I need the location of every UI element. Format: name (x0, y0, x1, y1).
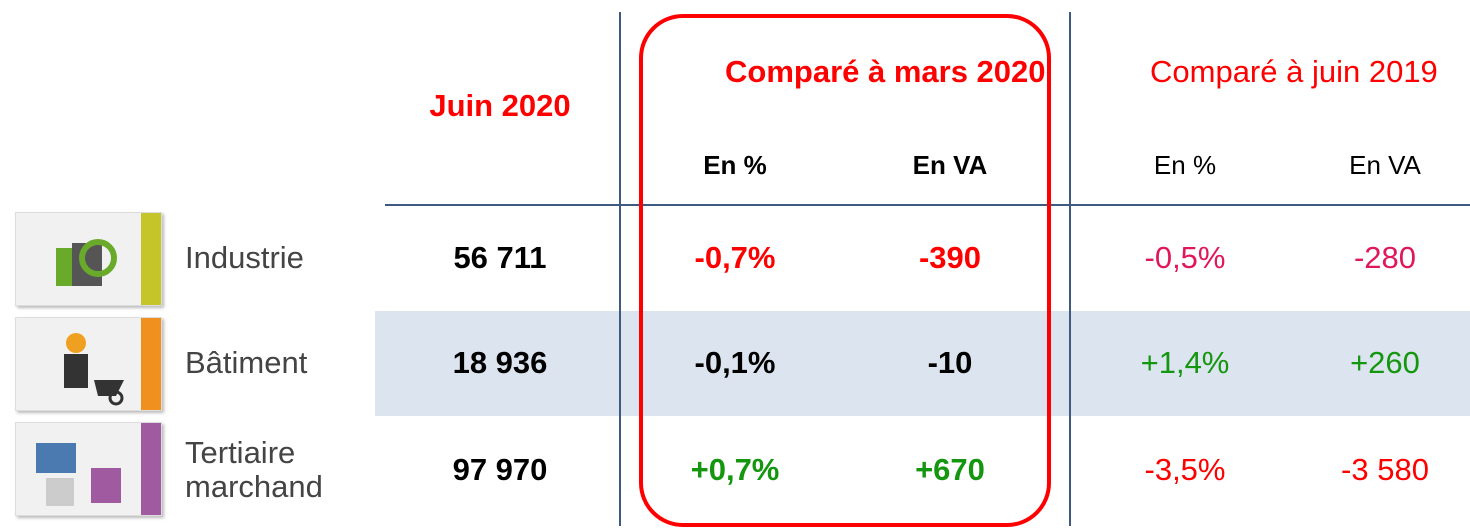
stripe (141, 318, 161, 410)
cell: 97 970 (452, 452, 548, 487)
row-highlight (375, 311, 1470, 416)
header: Comparé à mars 2020 (725, 54, 1046, 89)
icon-art (56, 239, 117, 286)
cell: -0,7% (694, 240, 776, 275)
subheader: En VA (912, 150, 988, 180)
column-divider (1069, 12, 1071, 526)
column-divider (619, 12, 621, 526)
cell: +1,4% (1140, 345, 1230, 380)
cell: +0,7% (690, 452, 780, 487)
cell: +260 (1350, 345, 1420, 380)
cell: 56 711 (453, 240, 547, 275)
cell: -390 (918, 240, 982, 275)
sector-icon (15, 212, 162, 306)
cell: -0,1% (694, 345, 776, 380)
cell: 18 936 (452, 345, 548, 380)
stripe (141, 423, 161, 515)
stripe (141, 213, 161, 305)
sector-label: Industrie (185, 240, 304, 275)
subheader: En % (1153, 150, 1217, 180)
cell: -3,5% (1144, 452, 1226, 487)
sector-label: Bâtiment (185, 345, 308, 380)
cell: +670 (915, 452, 985, 487)
sector-icon (15, 317, 162, 411)
header-rule (385, 204, 1470, 206)
header: Juin 2020 (429, 88, 571, 123)
icon-art (36, 443, 121, 506)
cell: -0,5% (1144, 240, 1226, 275)
header: Comparé à juin 2019 (1150, 54, 1438, 89)
cell: -10 (927, 345, 973, 380)
icon-art (64, 333, 124, 406)
cell: -280 (1353, 240, 1417, 275)
subheader: En % (703, 150, 767, 180)
frame (639, 14, 1051, 527)
sector-label: Tertiaire marchand (185, 435, 323, 504)
cell: -3 580 (1341, 452, 1429, 487)
sector-icon (15, 422, 162, 516)
subheader: En VA (1349, 150, 1421, 180)
